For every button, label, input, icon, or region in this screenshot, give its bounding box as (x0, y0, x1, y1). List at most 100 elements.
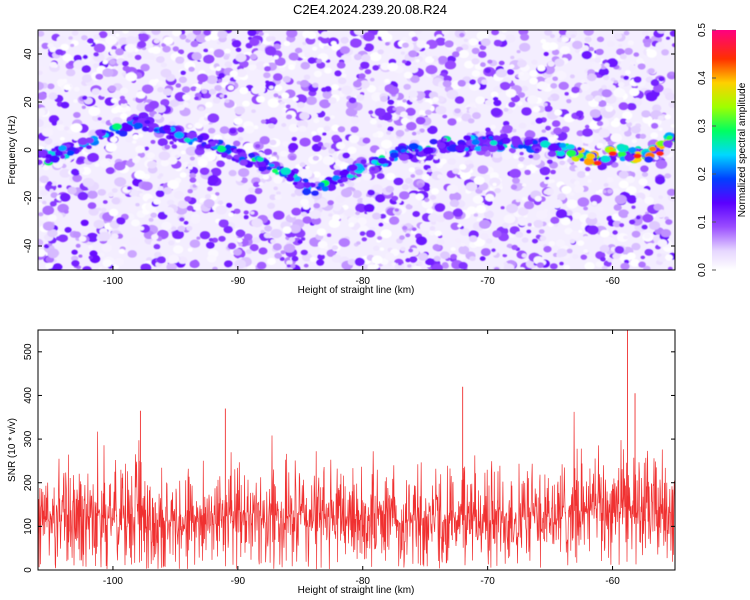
spectrogram-cell (561, 36, 569, 43)
spectrogram-cell (395, 129, 405, 137)
spectrogram-cell (186, 32, 197, 41)
spectrogram-cell (664, 114, 671, 120)
spectrogram-cell (277, 95, 283, 99)
spectrogram-cell (215, 192, 220, 196)
spectrogram-cell (332, 214, 341, 221)
spectrogram-cell (207, 113, 220, 123)
spectrogram-cell (662, 140, 673, 148)
spectrogram-cell (65, 158, 71, 163)
spectrogram-cell (238, 214, 244, 219)
spectrogram-cell (137, 152, 145, 158)
spectrogram-cell (444, 60, 457, 70)
spectrogram-cell (42, 205, 55, 216)
spectrogram-cell (351, 190, 362, 199)
spectrogram-cell (665, 92, 675, 101)
y-tick-label: 40 (23, 48, 34, 60)
spectrogram-cell (313, 105, 323, 114)
spectrogram-cell (648, 221, 661, 230)
spectrogram-cell (124, 43, 136, 53)
spectrogram-cell (38, 81, 44, 91)
spectrogram-cell (272, 210, 285, 220)
spectrogram-cell (112, 123, 122, 130)
spectrogram-cell (178, 256, 188, 264)
spectrogram-cell (618, 209, 629, 218)
spectrogram-cell (455, 238, 462, 244)
spectrogram-cell (556, 248, 568, 257)
spectrogram-cell (82, 95, 88, 100)
spectrogram-cell (547, 150, 557, 158)
spectrogram-cell (418, 182, 424, 188)
spectrogram-cell (531, 59, 538, 65)
spectrogram-cell (249, 37, 260, 47)
spectrogram-cell (362, 137, 371, 144)
spectrogram-cell (161, 221, 172, 231)
spectrogram-cell (595, 190, 600, 194)
spectrogram-cell (162, 45, 171, 53)
spectrogram-cell (235, 229, 246, 238)
spectrogram-cell (228, 212, 234, 217)
spectrogram-cell (307, 57, 316, 64)
spectrogram-cell (469, 102, 476, 108)
spectrogram-cell (210, 167, 222, 177)
spectrogram-cell (174, 154, 180, 159)
spectrogram-cell (547, 143, 559, 152)
spectrogram-cell (492, 230, 502, 238)
spectrogram-cell (258, 181, 264, 186)
spectrogram-cell (479, 232, 489, 241)
spectrogram-cell (186, 225, 193, 231)
spectrogram-cell (403, 83, 412, 90)
spectrogram-cell (125, 160, 135, 168)
spectrogram-cell (70, 168, 80, 176)
spectrogram-cell (273, 73, 283, 81)
spectrogram-cell (274, 252, 282, 259)
spectrogram-cell (668, 101, 675, 108)
spectrogram-cell (120, 87, 129, 94)
spectrogram-cell (223, 55, 230, 60)
spectrogram-cell (126, 186, 132, 191)
spectrogram-cell (434, 203, 446, 212)
spectrogram-cell (337, 77, 347, 85)
spectrogram-cell (195, 182, 200, 186)
spectrogram-cell (535, 170, 540, 174)
spectrogram-cell (131, 219, 140, 227)
spectrogram-cell (485, 127, 491, 132)
spectrogram-cell (49, 188, 54, 193)
spectrogram-cell (478, 219, 491, 229)
spectrogram-cell (115, 33, 120, 37)
spectrogram-cell (204, 194, 212, 199)
spectrogram-cell (631, 139, 637, 144)
spectrogram-cell (427, 125, 438, 135)
spectrogram-cell (324, 67, 332, 74)
spectrogram-cell (641, 172, 649, 177)
spectrogram-cell (476, 31, 489, 41)
spectrogram-cell (80, 219, 89, 226)
spectrogram-cell (87, 38, 94, 44)
spectrogram-cell (377, 85, 385, 91)
spectrogram-cell (369, 52, 382, 62)
spectrogram-cell (460, 171, 471, 180)
spectrogram-cell (48, 115, 60, 124)
spectrogram-cell (63, 84, 72, 91)
spectrogram-cell (499, 81, 511, 91)
spectrogram-cell (190, 216, 201, 224)
spectrogram-cell (217, 200, 224, 205)
spectrogram-cell (498, 60, 505, 66)
spectrogram-cell (267, 202, 276, 209)
spectrogram-cell (209, 48, 214, 52)
spectrogram-cell (359, 231, 366, 236)
spectrogram-cell (629, 219, 636, 225)
spectrogram-cell (242, 100, 250, 107)
spectrogram-cell (548, 241, 556, 247)
spectrogram-cell (610, 161, 619, 168)
y-tick-label: 400 (23, 387, 34, 404)
spectrogram-cell (64, 227, 72, 233)
spectrogram-cell (377, 236, 383, 241)
snr-x-ticks: -100 -90 -80 -70 -60 (103, 330, 620, 587)
spectrogram-cell (216, 41, 221, 45)
spectrogram-cell (262, 174, 270, 180)
spectrogram-cell (46, 181, 53, 186)
spectrogram-cell (601, 265, 608, 270)
spectrogram-cell (452, 168, 460, 175)
spectrogram-cell (178, 76, 187, 84)
spectrogram-cell (484, 99, 492, 106)
